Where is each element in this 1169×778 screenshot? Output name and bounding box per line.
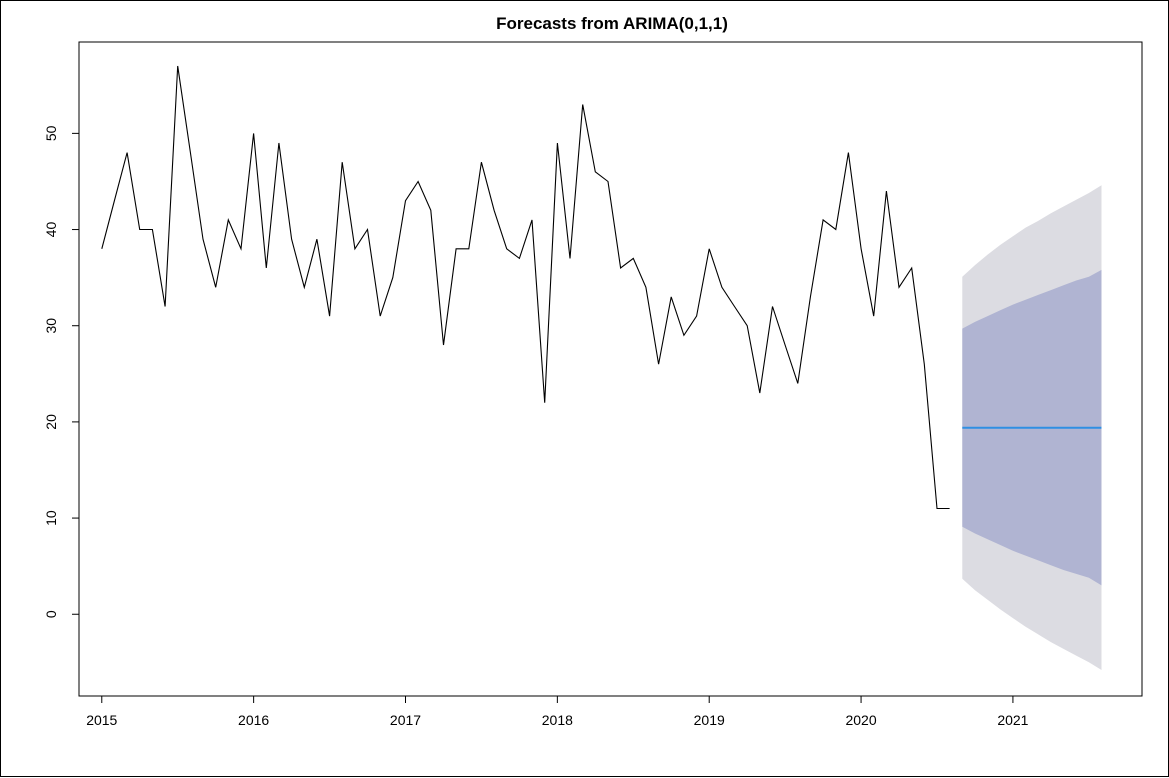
y-tick-label: 40 xyxy=(43,222,59,238)
x-tick-label: 2017 xyxy=(390,712,421,728)
x-tick-label: 2021 xyxy=(997,712,1028,728)
x-tick-label: 2020 xyxy=(845,712,876,728)
y-tick-label: 50 xyxy=(43,125,59,141)
x-tick-label: 2019 xyxy=(694,712,725,728)
series-lines xyxy=(101,65,1102,510)
y-tick-label: 20 xyxy=(43,414,59,430)
x-axis: 2015 2016 2017 2018 2019 2020 2021 xyxy=(86,695,1029,728)
observed-series xyxy=(101,65,950,510)
x-tick-label: 2018 xyxy=(542,712,573,728)
x-tick-label: 2015 xyxy=(86,712,117,728)
y-tick-label: 10 xyxy=(43,510,59,526)
y-axis: 0 10 20 30 40 50 xyxy=(43,125,80,618)
y-tick-label: 30 xyxy=(43,318,59,334)
y-tick-label: 0 xyxy=(43,610,59,618)
chart-title: Forecasts from ARIMA(0,1,1) xyxy=(496,14,728,33)
x-tick-label: 2016 xyxy=(238,712,269,728)
